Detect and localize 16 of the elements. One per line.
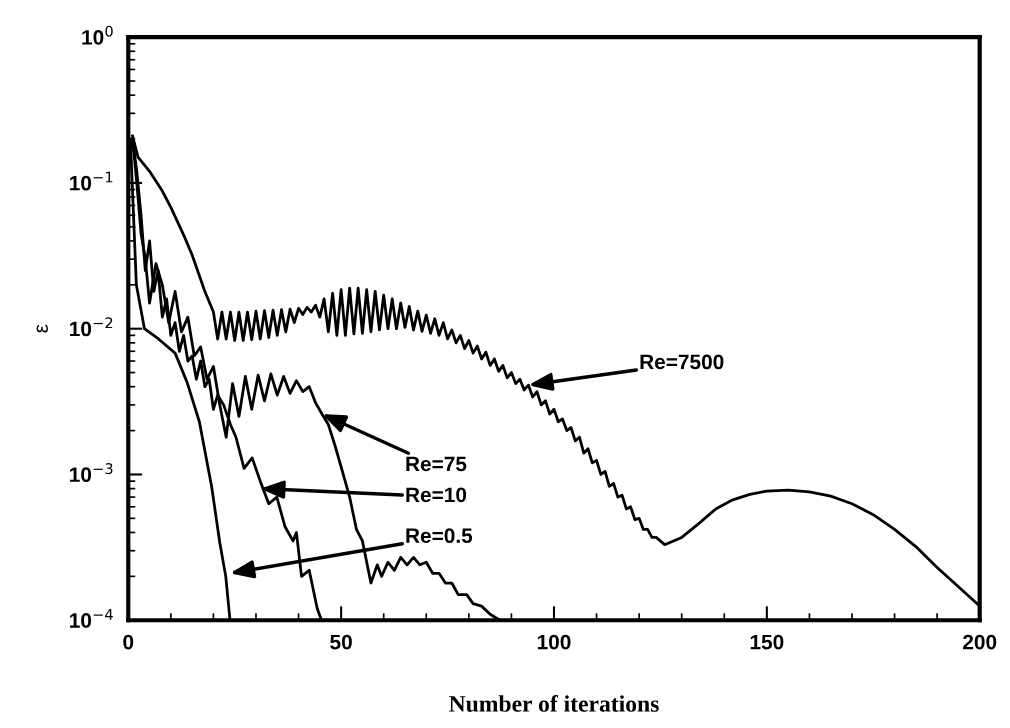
x-tick-label: 150 <box>750 634 784 650</box>
y-tick-label: 10$^{0}$ <box>82 25 113 45</box>
y-tick-label: 10$^{−1}$ <box>70 171 113 191</box>
x-tick-label: 200 <box>963 634 997 650</box>
annotation: Re=75 <box>406 456 467 472</box>
y-tick-label: 10$^{−2}$ <box>70 317 113 337</box>
y-axis-title: ε <box>36 324 48 333</box>
x-tick-label: 50 <box>330 634 352 650</box>
x-tick-label: 0 <box>123 634 134 650</box>
y-tick-label: 10$^{−4}$ <box>70 609 113 628</box>
x-axis-title: Number of iterations <box>449 694 659 712</box>
x-tick-label: 100 <box>537 634 571 650</box>
y-tick-label: 10$^{−3}$ <box>70 463 113 483</box>
annotation: Re=10 <box>406 487 467 503</box>
annotation: Re=0.5 <box>406 528 473 544</box>
annotation: Re=7500 <box>640 354 724 370</box>
